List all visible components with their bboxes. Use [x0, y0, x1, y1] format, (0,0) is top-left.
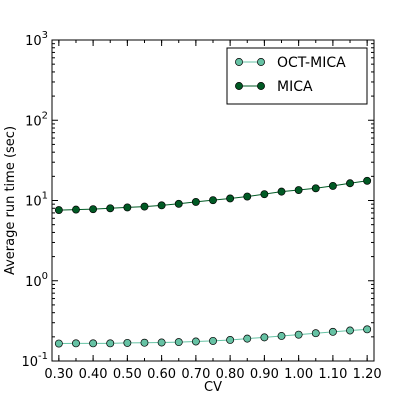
data-point-1 [72, 205, 80, 214]
data-point-1 [140, 202, 149, 211]
y-tick-base: 10 [25, 114, 42, 129]
data-point-0 [243, 334, 252, 343]
data-point-1 [226, 194, 235, 203]
legend-marker [257, 82, 265, 90]
legend-box [226, 47, 368, 105]
plot-layer [54, 176, 372, 348]
legend-label: MICA [277, 79, 313, 95]
data-point-0 [277, 332, 286, 340]
legend-marker [257, 58, 265, 66]
data-point-0 [123, 338, 132, 347]
data-point-0 [140, 338, 149, 347]
y-tick-label: 101 [25, 191, 48, 210]
data-point-0 [346, 326, 354, 335]
data-point-1 [277, 187, 286, 196]
data-point-1 [311, 184, 320, 193]
y-axis-title: Average run time (sec) [3, 126, 18, 275]
x-tick-label: 0.30 [44, 367, 73, 382]
y-tick-base: 10 [25, 195, 42, 210]
data-point-1 [363, 176, 372, 185]
x-tick-label: 0.40 [79, 367, 108, 382]
data-point-1 [294, 186, 303, 194]
data-point-1 [157, 201, 166, 210]
y-tick-exponent: 3 [42, 30, 48, 41]
y-tick-exponent: 2 [42, 110, 48, 121]
y-tick-exponent: 0 [42, 271, 48, 282]
legend-marker [235, 58, 243, 66]
axes-layer: 0.30 0.40 0.50 0.60 0.70 0.80 0.90 1.00 1.10 1.20… [21, 30, 381, 382]
data-point-0 [226, 335, 235, 344]
x-tick-label: 0.70 [181, 367, 210, 382]
x-tick-label: 0.50 [113, 367, 142, 382]
data-point-0 [157, 338, 166, 347]
x-tick-label: 0.90 [250, 367, 279, 382]
x-tick-label: 1.10 [318, 367, 347, 382]
data-point-0 [294, 330, 303, 339]
y-tick-exponent: 1 [42, 191, 48, 202]
data-point-0 [89, 339, 98, 348]
data-point-0 [311, 329, 320, 338]
y-tick-base: 10 [25, 275, 42, 290]
y-tick-base: 10 [21, 355, 38, 370]
y-tick-base: 10 [25, 34, 42, 49]
data-point-0 [72, 339, 80, 348]
series-line-1 [58, 180, 368, 211]
data-point-1 [191, 197, 200, 206]
legend-label: OCT-MICA [277, 55, 346, 71]
y-tick-exponent: -1 [38, 351, 48, 362]
y-tick-label: 100 [25, 271, 48, 290]
data-point-1 [123, 203, 132, 212]
data-point-1 [260, 190, 269, 199]
data-point-1 [346, 179, 354, 188]
data-point-0 [328, 327, 337, 336]
legend-marker [235, 82, 243, 90]
data-point-1 [174, 199, 183, 208]
data-point-1 [54, 206, 63, 215]
data-point-1 [106, 204, 115, 213]
x-tick-label: 0.60 [147, 367, 176, 382]
data-point-1 [89, 205, 98, 214]
data-point-1 [209, 196, 217, 205]
data-point-0 [363, 325, 372, 334]
x-tick-label: 1.20 [353, 367, 382, 382]
data-point-0 [54, 339, 63, 348]
data-point-1 [328, 181, 337, 190]
x-tick-label: 1.00 [284, 367, 313, 382]
y-tick-label: 102 [25, 110, 48, 129]
y-tick-label: 10-1 [21, 351, 48, 370]
data-point-0 [191, 337, 200, 346]
data-point-0 [260, 333, 269, 342]
data-point-0 [209, 336, 217, 345]
data-point-1 [243, 192, 252, 201]
data-point-0 [106, 339, 115, 348]
legend: OCT-MICA MICA [226, 47, 368, 105]
x-tick-label: 0.80 [216, 367, 245, 382]
y-tick-label: 103 [25, 30, 48, 49]
data-point-0 [174, 338, 183, 347]
x-axis-title: CV [204, 380, 222, 395]
